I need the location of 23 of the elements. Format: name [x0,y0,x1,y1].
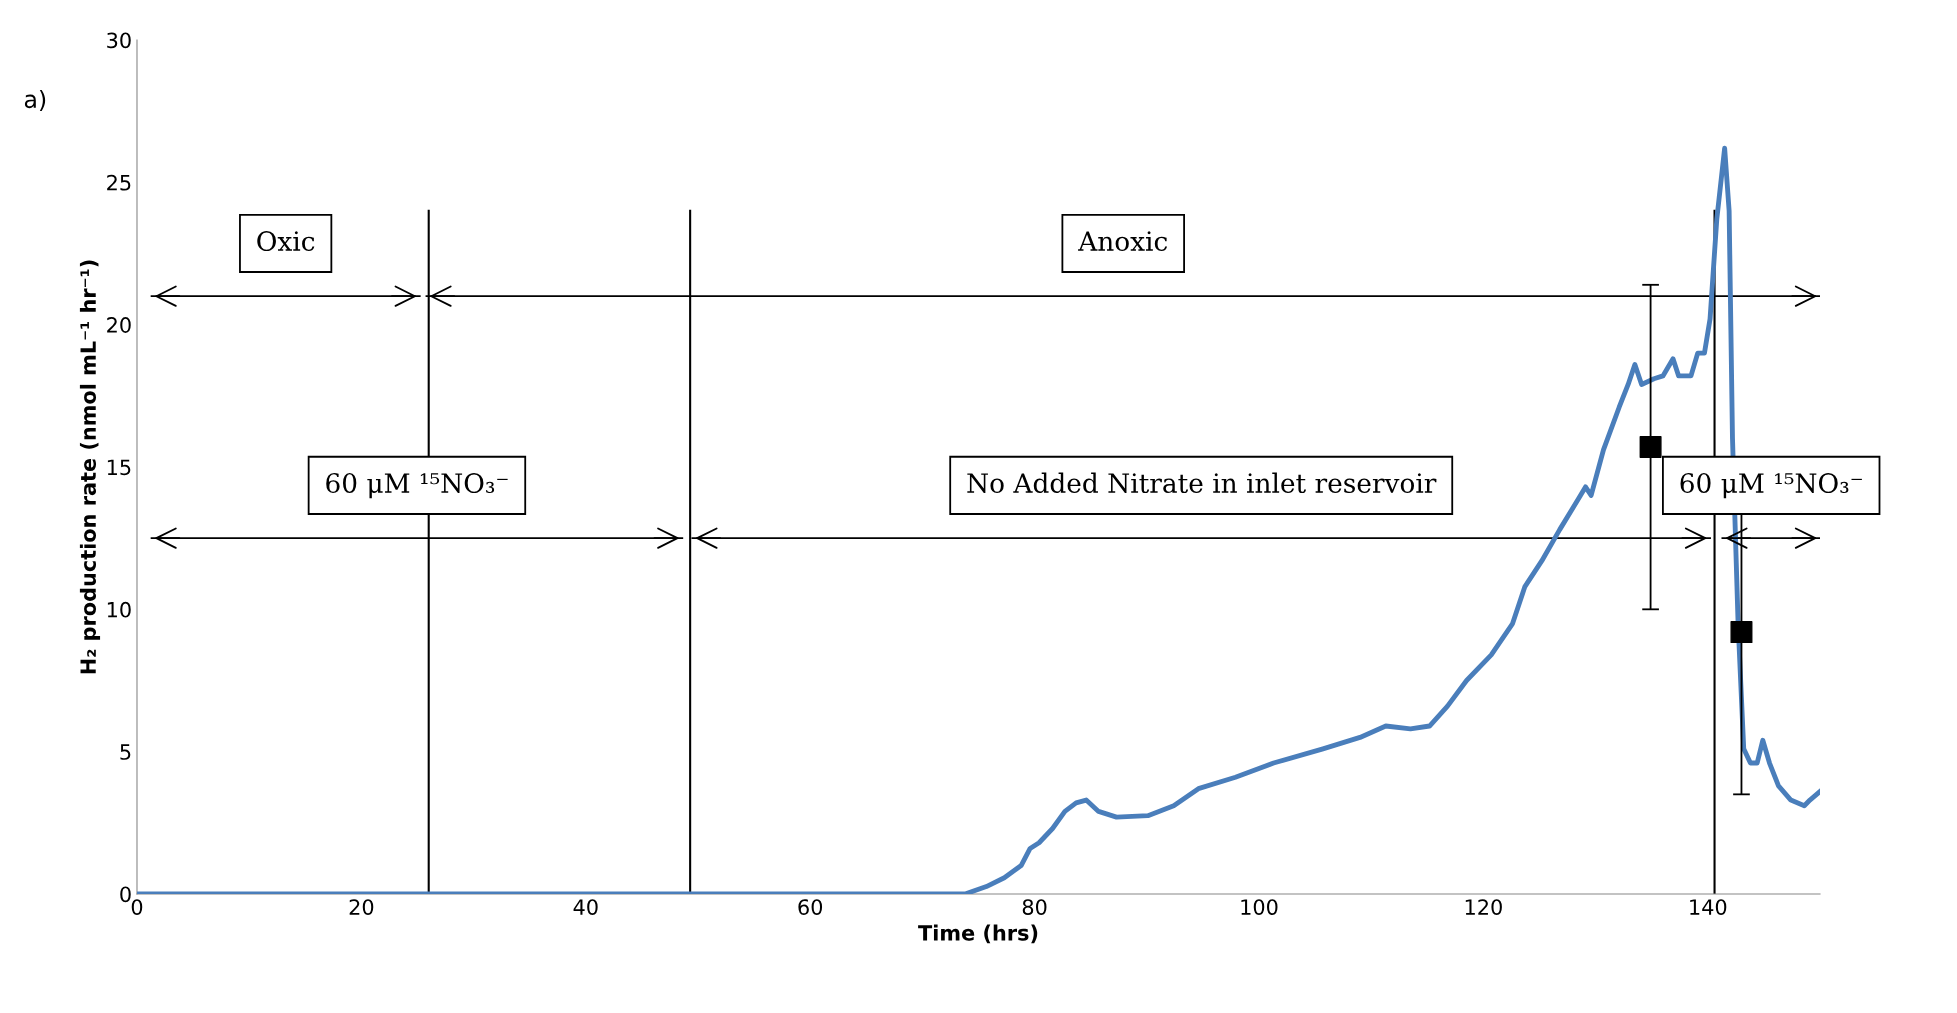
x-tick-label: 60 [798,899,823,915]
y-tick-label: 10 [107,601,131,618]
x-tick-label: 0 [131,899,143,915]
text: a) [24,89,46,111]
series-label: 60 μM ¹⁵NO₃⁻ [1680,473,1862,499]
series-label: Oxic [257,231,315,252]
x-tick-label: 140 [1690,899,1727,915]
x-tick-label: 20 [349,899,374,915]
series-label: No Added Nitrate in inlet reservoir [967,472,1437,494]
series-label: Anoxic [1078,231,1168,252]
y-tick-label: 15 [107,459,131,476]
y-axis-title: H₂ production rate (nmol mL⁻¹ hr⁻¹) [79,260,101,674]
x-tick-label: 80 [1022,899,1047,915]
x-axis-title: Time (hrs) [918,924,1038,944]
y-tick-label: 0 [120,886,131,903]
x-tick-label: 120 [1465,899,1502,915]
x-tick-label: 40 [573,899,598,915]
y-tick-label: 5 [120,744,131,760]
y-tick-label: 20 [107,317,131,333]
y-tick-label: 25 [107,174,131,191]
series-label: 60 μM ¹⁵NO₃⁻ [326,473,508,499]
y-tick-label: 30 [107,32,131,49]
x-tick-label: 100 [1241,899,1278,915]
